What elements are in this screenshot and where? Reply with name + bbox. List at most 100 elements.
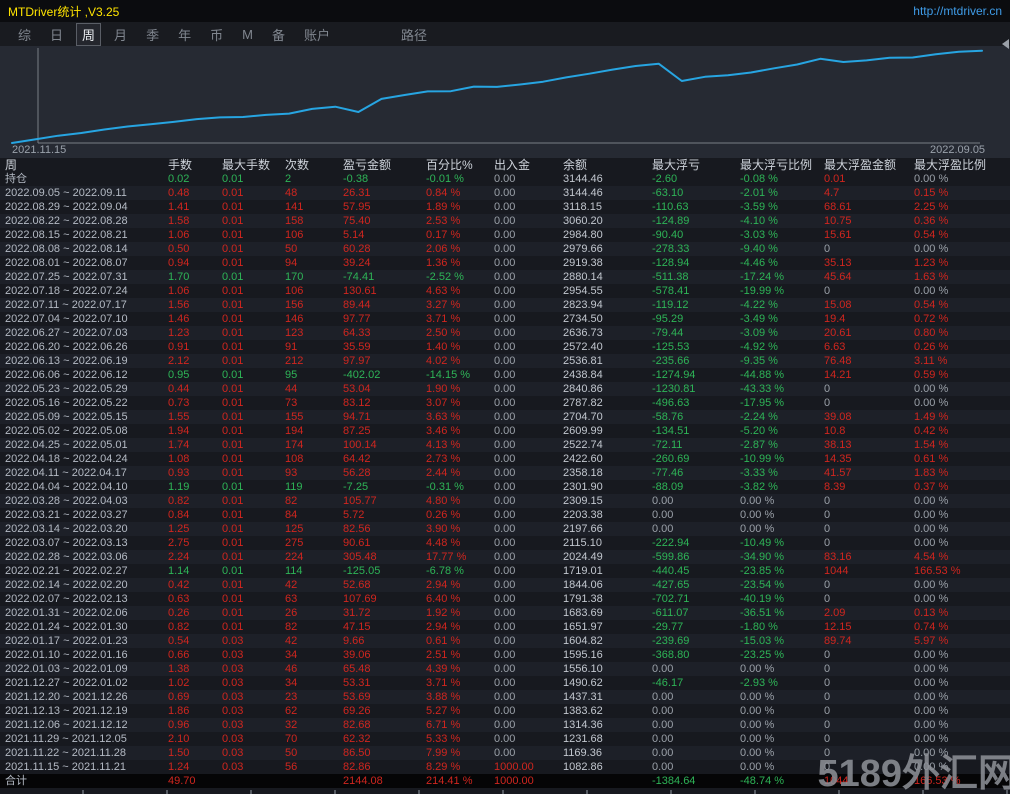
value-cell: -578.41 xyxy=(652,285,690,297)
table-row[interactable]: 2022.04.18 ~ 2022.04.24 1.08 0.01 108 64.42 2… xyxy=(0,452,1010,466)
menu-item-4[interactable]: 季 xyxy=(146,27,160,43)
table-row[interactable]: 2022.03.28 ~ 2022.04.03 0.82 0.01 82 105.77 4… xyxy=(0,494,1010,508)
table-row[interactable]: 2022.01.10 ~ 2022.01.16 0.66 0.03 34 39.06 2.… xyxy=(0,648,1010,662)
table-row[interactable]: 2022.07.11 ~ 2022.07.17 1.56 0.01 156 89.44 3… xyxy=(0,298,1010,312)
value-cell: 3.46 % xyxy=(426,425,461,437)
table-row[interactable]: 2022.03.07 ~ 2022.03.13 2.75 0.01 275 90.61 4… xyxy=(0,536,1010,550)
period-cell: 2022.08.29 ~ 2022.09.04 xyxy=(5,201,128,213)
table-row[interactable]: 2022.08.29 ~ 2022.09.04 1.41 0.01 141 57.95 1… xyxy=(0,200,1010,214)
value-cell: 38.13 xyxy=(824,439,852,451)
table-row[interactable]: 2021.12.13 ~ 2021.12.19 1.86 0.03 62 69.26 5.… xyxy=(0,704,1010,718)
value-cell: 2309.15 xyxy=(563,495,603,507)
table-row[interactable]: 2022.06.20 ~ 2022.06.26 0.91 0.01 91 35.59 1.… xyxy=(0,340,1010,354)
table-row[interactable]: 2022.07.18 ~ 2022.07.24 1.06 0.01 106 130.61… xyxy=(0,284,1010,298)
value-cell: 0.00 % xyxy=(914,761,949,773)
value-cell: 0.00 xyxy=(494,481,516,493)
value-cell: -110.63 xyxy=(652,201,689,213)
table-row[interactable]: 2021.11.29 ~ 2021.12.05 2.10 0.03 70 62.32 5.… xyxy=(0,732,1010,746)
table-row[interactable]: 2021.11.22 ~ 2021.11.28 1.50 0.03 50 86.50 7.… xyxy=(0,746,1010,760)
value-cell: 2.12 xyxy=(168,355,190,367)
table-row[interactable]: 2022.09.05 ~ 2022.09.11 0.48 0.01 48 26.31 0.… xyxy=(0,186,1010,200)
period-cell: 2022.03.28 ~ 2022.04.03 xyxy=(5,495,128,507)
table-row[interactable]: 2022.04.04 ~ 2022.04.10 1.19 0.01 119 -7.25 -… xyxy=(0,480,1010,494)
value-cell: 3.71 % xyxy=(426,313,461,325)
table-row[interactable]: 2022.02.07 ~ 2022.02.13 0.63 0.01 63 107.69 6… xyxy=(0,592,1010,606)
open-position-row[interactable]: 持仓 0.02 0.01 2 -0.38 -0.01 % 0.00 3144.46 -2.60 -… xyxy=(0,172,1010,186)
table-row[interactable]: 2022.06.13 ~ 2022.06.19 2.12 0.01 212 97.97 4… xyxy=(0,354,1010,368)
table-row[interactable]: 2022.01.24 ~ 2022.01.30 0.82 0.01 82 47.15 2.… xyxy=(0,620,1010,634)
value-cell: 166.53 % xyxy=(914,775,961,787)
table-row[interactable]: 2021.12.06 ~ 2021.12.12 0.96 0.03 32 82.68 6.… xyxy=(0,718,1010,732)
website-link[interactable]: http://mtdriver.cn xyxy=(913,4,1002,18)
value-cell: -440.45 xyxy=(652,565,690,577)
value-cell: 3144.46 xyxy=(563,187,603,199)
table-row[interactable]: 2021.12.20 ~ 2021.12.26 0.69 0.03 23 53.69 3.… xyxy=(0,690,1010,704)
table-row[interactable]: 2022.02.14 ~ 2022.02.20 0.42 0.01 42 52.68 2.… xyxy=(0,578,1010,592)
table-row[interactable]: 2022.02.28 ~ 2022.03.06 2.24 0.01 224 305.48… xyxy=(0,550,1010,564)
value-cell: -119.12 xyxy=(652,299,689,311)
menu-item-3[interactable]: 月 xyxy=(114,27,128,43)
value-cell: 1.90 % xyxy=(426,383,461,395)
value-cell: 3118.15 xyxy=(563,201,602,213)
value-cell: 90.61 xyxy=(343,537,371,549)
table-row[interactable]: 2022.03.14 ~ 2022.03.20 1.25 0.01 125 82.56 3… xyxy=(0,522,1010,536)
menu-item-7[interactable]: M xyxy=(242,26,253,42)
value-cell: 0.00 xyxy=(494,719,516,731)
value-cell: -79.44 xyxy=(652,327,684,339)
menu-item-9[interactable]: 账户 xyxy=(303,27,330,43)
table-row[interactable]: 2022.02.21 ~ 2022.02.27 1.14 0.01 114 -125.0… xyxy=(0,564,1010,578)
table-row[interactable]: 2022.07.25 ~ 2022.07.31 1.70 0.01 170 -74.41… xyxy=(0,270,1010,284)
table-row[interactable]: 2022.06.27 ~ 2022.07.03 1.23 0.01 123 64.33 2… xyxy=(0,326,1010,340)
table-row[interactable]: 2022.08.08 ~ 2022.08.14 0.50 0.01 50 60.28 2.… xyxy=(0,242,1010,256)
table-row[interactable]: 2022.08.01 ~ 2022.08.07 0.94 0.01 94 39.24 1.… xyxy=(0,256,1010,270)
table-row[interactable]: 2022.07.04 ~ 2022.07.10 1.46 0.01 146 97.77 3… xyxy=(0,312,1010,326)
value-cell: 214.41 % xyxy=(426,775,473,787)
menu-item-0[interactable]: 综 xyxy=(18,27,32,43)
table-row[interactable]: 2022.03.21 ~ 2022.03.27 0.84 0.01 84 5.72 0.2… xyxy=(0,508,1010,522)
value-cell: 0.00 % xyxy=(740,523,775,535)
table-row[interactable]: 2021.12.27 ~ 2022.01.02 1.02 0.03 34 53.31 3.… xyxy=(0,676,1010,690)
value-cell: 0 xyxy=(824,495,831,507)
value-cell: 0.00 xyxy=(494,663,516,675)
value-cell: 0.00 % xyxy=(914,285,949,297)
table-row[interactable]: 2022.01.03 ~ 2022.01.09 1.38 0.03 46 65.48 4.… xyxy=(0,662,1010,676)
value-cell: -125.53 xyxy=(652,341,690,353)
menu-item-path[interactable]: 路径 xyxy=(400,27,427,43)
value-cell: 1.06 xyxy=(168,285,190,297)
table-row[interactable]: 2022.06.06 ~ 2022.06.12 0.95 0.01 95 -402.02… xyxy=(0,368,1010,382)
table-row[interactable]: 2022.01.31 ~ 2022.02.06 0.26 0.01 26 31.72 1.… xyxy=(0,606,1010,620)
value-cell: 0.01 xyxy=(222,481,244,493)
menu-item-2[interactable]: 周 xyxy=(76,22,102,46)
table-row[interactable]: 2022.08.15 ~ 2022.08.21 1.06 0.01 106 5.14 0.… xyxy=(0,228,1010,242)
table-row[interactable]: 2022.05.02 ~ 2022.05.08 1.94 0.01 194 87.25 3… xyxy=(0,424,1010,438)
table-row[interactable]: 2021.11.15 ~ 2021.11.21 1.24 0.03 56 82.86 8.… xyxy=(0,760,1010,774)
value-cell: 0.00 xyxy=(652,663,674,675)
column-header-7: 余额 xyxy=(563,158,588,172)
table-row[interactable]: 2022.08.22 ~ 2022.08.28 1.58 0.01 158 75.40 2… xyxy=(0,214,1010,228)
value-cell: 1.19 xyxy=(168,481,190,493)
table-row[interactable]: 2022.04.25 ~ 2022.05.01 1.74 0.01 174 100.14… xyxy=(0,438,1010,452)
value-cell: 42 xyxy=(285,635,298,647)
scroll-left-arrow-icon[interactable] xyxy=(1002,39,1009,49)
menu-item-1[interactable]: 日 xyxy=(50,27,64,43)
value-cell: 6.63 xyxy=(824,341,846,353)
value-cell: 0.03 xyxy=(222,761,244,773)
value-cell: -1384.64 xyxy=(652,775,696,787)
value-cell: 39.08 xyxy=(824,411,852,423)
table-row[interactable]: 2022.01.17 ~ 2022.01.23 0.54 0.03 42 9.66 0.6… xyxy=(0,634,1010,648)
value-cell: 0.01 xyxy=(222,201,244,213)
table-row[interactable]: 2022.04.11 ~ 2022.04.17 0.93 0.01 93 56.28 2.… xyxy=(0,466,1010,480)
table-row[interactable]: 2022.05.16 ~ 2022.05.22 0.73 0.01 73 83.12 3.… xyxy=(0,396,1010,410)
value-cell: 0.00 % xyxy=(740,663,775,675)
value-cell: -0.01 % xyxy=(426,173,464,185)
value-cell: 1.55 xyxy=(168,411,190,423)
menu-item-5[interactable]: 年 xyxy=(178,27,192,43)
table-row[interactable]: 2022.05.09 ~ 2022.05.15 1.55 0.01 155 94.71 3… xyxy=(0,410,1010,424)
value-cell: 0.00 xyxy=(494,649,516,661)
menu-item-8[interactable]: 备 xyxy=(271,27,285,43)
period-cell: 2022.07.04 ~ 2022.07.10 xyxy=(5,313,128,325)
value-cell: 0.00 xyxy=(494,383,516,395)
table-row[interactable]: 2022.05.23 ~ 2022.05.29 0.44 0.01 44 53.04 1.… xyxy=(0,382,1010,396)
value-cell: -402.02 xyxy=(343,369,381,381)
menu-item-6[interactable]: 币 xyxy=(210,27,224,43)
